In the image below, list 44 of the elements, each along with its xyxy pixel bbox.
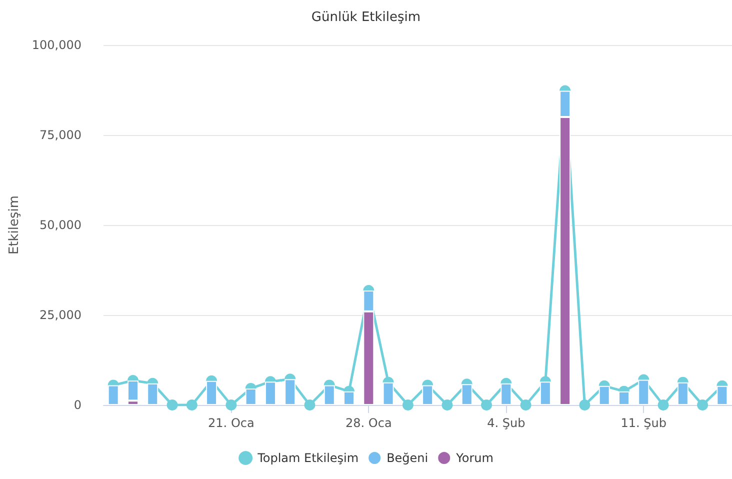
point: [481, 400, 492, 410]
y-axis-title: Etkileşim: [7, 195, 22, 255]
y-tick-label: 25,000: [40, 308, 82, 322]
bar: [147, 383, 158, 405]
point: [186, 400, 198, 410]
bar: [598, 386, 610, 405]
y-tick-label: 50,000: [40, 218, 82, 232]
point: [579, 400, 590, 410]
bar: [618, 391, 630, 405]
bar: [284, 379, 296, 405]
x-tick-label: 21. Oca: [208, 416, 254, 430]
point: [697, 400, 708, 410]
bar: [344, 391, 355, 405]
bar: [108, 385, 119, 405]
y-tick-label: 100,000: [32, 38, 82, 52]
x-tick-label: 11. Şub: [620, 416, 666, 430]
bar: [638, 380, 650, 405]
point: [166, 400, 178, 410]
legend-label: Yorum: [455, 451, 494, 465]
point: [226, 400, 237, 410]
bar: [677, 382, 688, 405]
bar: [245, 388, 256, 405]
bar: [500, 383, 512, 405]
bar: [324, 385, 335, 405]
bar: [382, 382, 394, 405]
bar: [206, 380, 218, 405]
legend-label: Toplam Etkileşim: [256, 451, 359, 465]
bar: [716, 386, 728, 405]
point: [658, 400, 669, 410]
x-tick-label: 28. Oca: [346, 416, 392, 430]
point: [442, 400, 453, 410]
point: [520, 400, 532, 410]
bar: [422, 385, 434, 405]
point: [304, 400, 316, 410]
x-tick-label: 4. Şub: [487, 416, 526, 430]
bar: [264, 382, 276, 405]
bar: [461, 384, 472, 405]
bar: [127, 380, 138, 401]
y-tick-label: 0: [74, 398, 82, 412]
bar: [540, 382, 551, 405]
point: [402, 400, 414, 410]
legend-label: Beğeni: [386, 451, 428, 465]
y-tick-label: 75,000: [40, 128, 82, 142]
chart-title: Günlük Etkileşim: [311, 10, 421, 25]
